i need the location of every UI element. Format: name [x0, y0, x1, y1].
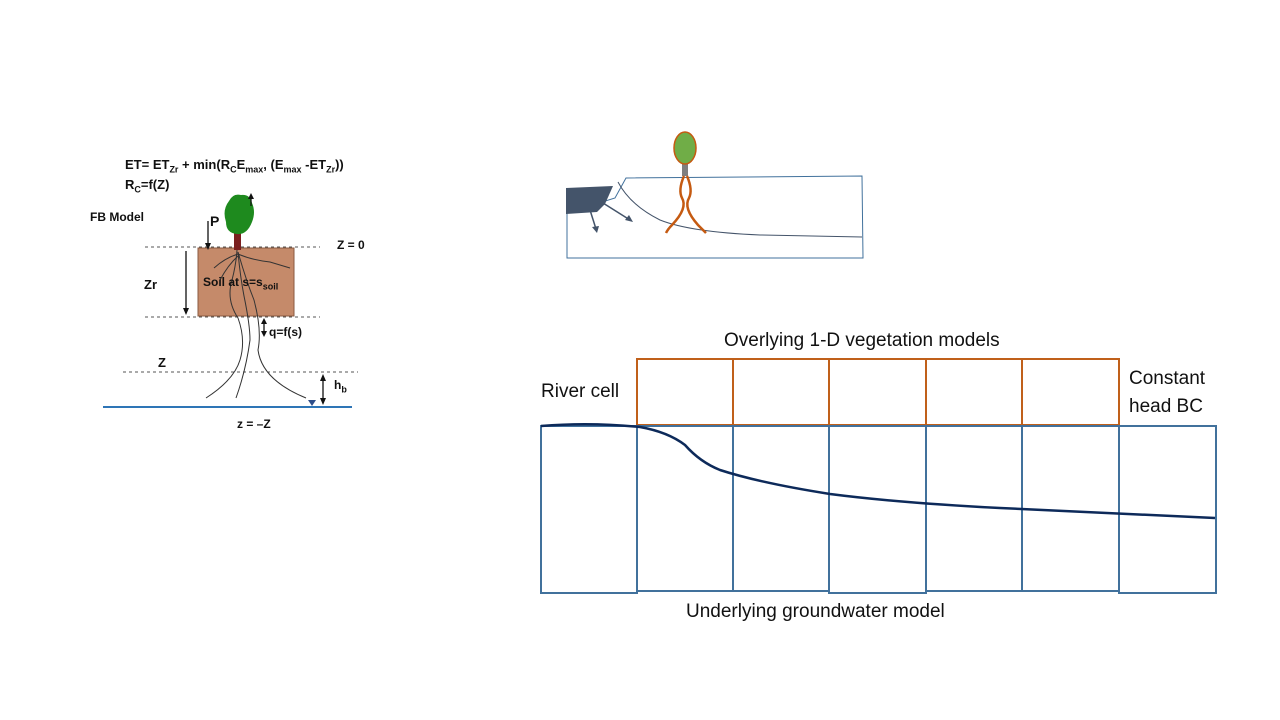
zr-label: Zr — [144, 277, 157, 292]
vegetation-cells — [636, 358, 1120, 426]
groundwater-cell — [732, 425, 830, 592]
water-table-marker — [308, 400, 316, 406]
water-table-profile — [540, 422, 1216, 520]
seepage-arrow-1 — [589, 209, 597, 230]
constant-head-label: Constant head BC — [1129, 368, 1206, 417]
small-tree-trunk — [682, 164, 688, 176]
tree-canopy — [224, 194, 254, 235]
small-tree-roots — [664, 175, 707, 234]
groundwater-cell — [828, 425, 927, 594]
rc-equation: RC=f(Z) — [125, 177, 170, 195]
groundwater-model-label: Underlying groundwater model — [686, 601, 945, 622]
river-channel — [566, 186, 613, 214]
vegetation-cell — [1021, 358, 1120, 426]
et-equation: ET= ETZr + min(RCEmax, (Emax -ETZr)) — [125, 157, 344, 175]
vegetation-cell — [925, 358, 1023, 426]
precipitation-label: P — [210, 213, 220, 229]
groundwater-cell-bc — [1118, 425, 1217, 594]
vegetation-models-label: Overlying 1-D vegetation models — [724, 330, 1000, 351]
small-tree-canopy — [673, 131, 697, 165]
water-table-curve — [617, 181, 863, 238]
groundwater-cell — [636, 425, 734, 592]
z-neg-label: z = –Z — [237, 417, 271, 431]
roots — [205, 249, 307, 399]
vegetation-cell — [828, 358, 927, 426]
river-cell-label: River cell — [541, 381, 620, 402]
seepage-arrow-2 — [602, 202, 631, 221]
z0-label: Z = 0 — [337, 238, 365, 252]
transpiration-arrow-head — [248, 193, 254, 199]
z-label: Z — [158, 355, 166, 370]
groundwater-cells — [540, 425, 1217, 594]
vegetation-cell — [732, 358, 830, 426]
fb-model-title: FB Model — [90, 210, 144, 224]
soil-label: Soil at s=ssoil — [203, 275, 279, 292]
tree-trunk — [234, 230, 241, 250]
groundwater-cell-river — [540, 425, 638, 594]
hb-label: hb — [334, 378, 347, 395]
vegetation-cell — [636, 358, 734, 426]
flux-label: q=f(s) — [269, 325, 302, 339]
